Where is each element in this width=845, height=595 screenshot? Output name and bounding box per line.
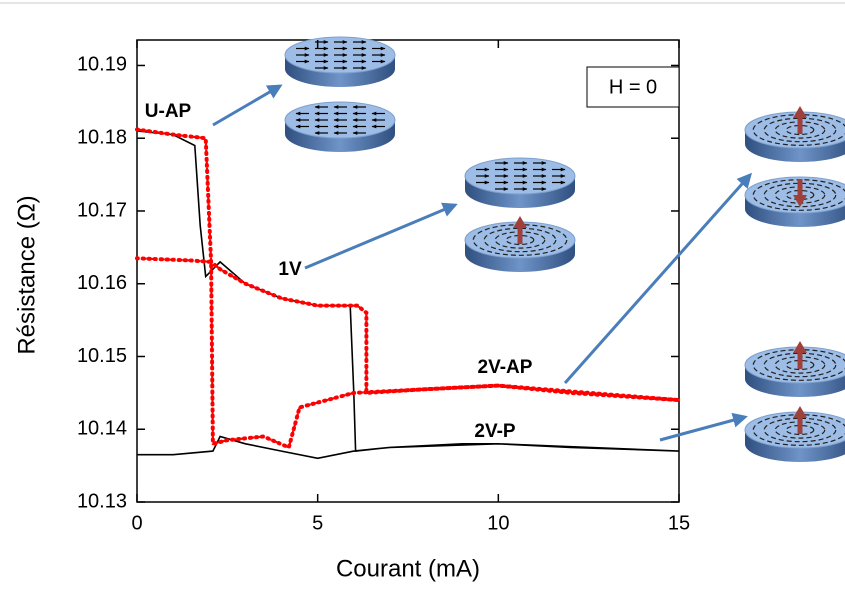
vortex-ring (785, 424, 815, 436)
y-axis-title: Résistance (Ω) (13, 195, 40, 354)
inset-label: H = 0 (609, 76, 657, 98)
x-tick-label: 5 (312, 512, 323, 534)
vortex-ring (763, 352, 837, 378)
y-tick-label: 10.14 (77, 418, 127, 440)
core-head (793, 195, 807, 207)
core-head (793, 106, 807, 118)
vortex-ring (763, 117, 837, 143)
pointer-arrow (563, 172, 752, 384)
y-tick-label: 10.16 (77, 272, 127, 294)
annotation: 2V-AP (478, 357, 533, 378)
core-head (793, 341, 807, 353)
plot-area (135, 127, 680, 460)
x-tick-label: 0 (131, 512, 142, 534)
y-tick-label: 10.13 (77, 490, 127, 512)
plot-frame (136, 39, 680, 503)
pointer-arrow (212, 84, 283, 127)
y-tick-label: 10.19 (77, 54, 127, 76)
core-head (513, 216, 527, 228)
y-tick-label: 10.15 (77, 345, 127, 367)
vortex-ring (785, 359, 815, 371)
vortex-ring (505, 234, 535, 246)
annotation: 1V (278, 259, 302, 280)
x-axis-title: Courant (mA) (336, 555, 480, 582)
series-line (136, 128, 680, 449)
vortex-ring (785, 189, 815, 201)
series-line (136, 130, 680, 460)
vortex-ring (763, 182, 837, 208)
annotation: U-AP (145, 101, 192, 122)
annotation: 2V-P (474, 421, 516, 442)
series-dots (135, 127, 680, 451)
x-tick-label: 15 (668, 512, 690, 534)
vortex-ring (483, 227, 557, 253)
y-tick-label: 10.18 (77, 127, 127, 149)
core-head (793, 406, 807, 418)
x-tick-label: 10 (487, 512, 509, 534)
pointer-arrow (659, 412, 748, 442)
vortex-ring (785, 124, 815, 136)
inset-box (586, 66, 680, 108)
illustrations (284, 36, 845, 462)
y-tick-label: 10.17 (77, 199, 127, 221)
pointer-arrow (304, 202, 458, 270)
vortex-ring (763, 417, 837, 443)
